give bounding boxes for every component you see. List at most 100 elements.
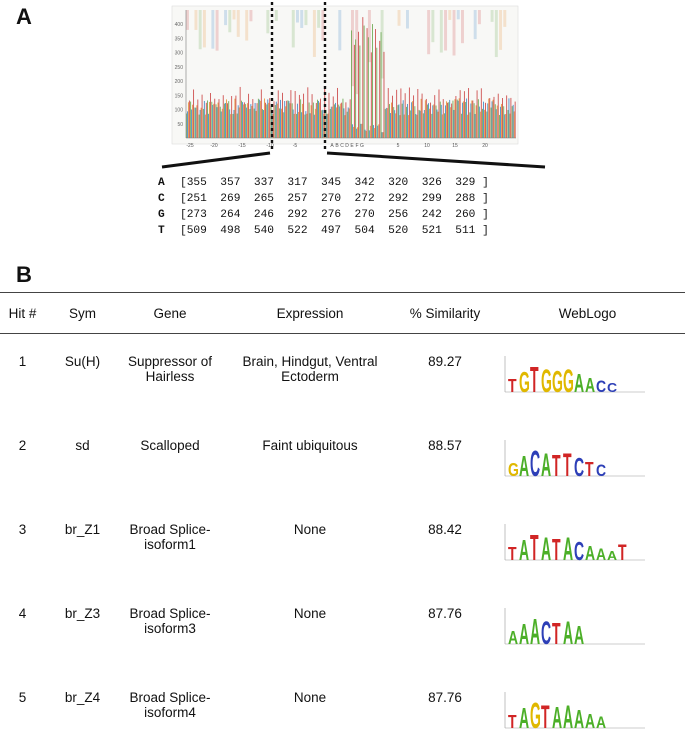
chart-bar [393,107,395,138]
background-bar [274,10,278,21]
chart-bar [431,113,433,138]
chart-bar [411,102,413,138]
chart-bar [421,93,423,138]
chart-bar [440,104,442,138]
chart-bar [373,125,374,138]
chart-bar [369,125,371,138]
background-bar [456,10,460,20]
chart-bar [340,103,342,138]
logo-letter: T [530,359,539,398]
chart-bar [280,99,281,138]
chart-bar [309,113,311,138]
x-tick-label: E [350,143,354,149]
chart-bar [476,90,478,138]
chart-bar [209,101,210,138]
chart-bar [243,102,245,138]
chart-bar [487,103,489,138]
chart-bar [451,103,453,138]
logo-letter: T [508,712,517,732]
chart-bar [391,102,392,138]
chart-bar [404,93,406,138]
chart-bar [283,112,285,138]
chart-bar [499,114,500,138]
chart-bar [233,109,235,138]
logo-letter: G [563,363,574,398]
background-bar [494,10,498,58]
chart-bar [374,128,375,138]
chart-bar [427,104,428,138]
chart-bar [323,113,325,138]
logo-letter: T [552,533,561,566]
matrix-row-c: C [251 269 265 257 270 272 292 299 288 ] [158,191,489,207]
chart-bar [415,114,417,138]
chart-bar [364,129,366,138]
chart-bar [289,103,291,138]
x-tick-label: -5 [293,143,298,149]
chart-bar [458,98,460,138]
logo-letter: T [508,544,517,564]
chart-bar [459,90,461,138]
chart-bar [315,103,317,138]
background-bar [477,10,481,25]
background-bar [245,10,249,41]
chart-bar [435,105,437,138]
chart-bar [306,113,308,138]
chart-bar [370,52,372,138]
chart-bar [314,108,316,138]
x-tick-label: -25 [186,143,193,149]
header-expression: Expression [220,292,400,334]
chart-bar [466,98,468,138]
chart-bar [433,104,435,138]
chart-bar [339,106,341,138]
header-hit: Hit # [0,292,45,334]
chart-bar [382,132,384,138]
chart-bar [348,108,350,138]
chart-bar [220,111,222,138]
x-tick-label: -15 [238,143,245,149]
chart-bar [319,102,320,138]
gene-name: Broad Splice-isoform3 [129,606,211,636]
chart-bar [368,130,370,138]
chart-bar [401,103,403,138]
chart-bar [266,104,268,138]
logo-letter: T [585,457,594,480]
chart-bar [194,107,196,138]
chart-bar [461,113,462,138]
chart-bar [186,113,187,138]
chart-bar [484,109,485,138]
chart-bar [428,103,429,138]
chart-bar [379,40,381,138]
chart-bar [423,109,425,138]
logo-letter: T [508,376,517,396]
symbol: Su(H) [64,354,101,369]
background-bar [202,10,206,48]
chart-bar [478,106,480,138]
logo-letter: C [596,378,606,396]
chart-bar [304,114,306,138]
chart-bar [455,95,457,138]
chart-bar [357,127,359,138]
chart-bar [218,99,220,138]
logo-letter: A [530,611,540,650]
chart-bar [492,99,494,138]
background-bar [304,10,308,26]
chart-bar [235,95,237,138]
chart-bar [406,106,407,138]
chart-bar [448,102,450,138]
chart-bar [342,98,344,138]
chart-bar [253,108,255,138]
expression: None [293,690,327,705]
chart-bar [485,102,486,138]
chart-bar [186,111,188,138]
chart-bar [472,100,474,138]
header-sym: Sym [45,292,120,334]
chart-bar [247,103,249,138]
background-bar [444,10,448,51]
background-bars [186,10,507,95]
chart-bar [385,107,387,138]
logo-letter: A [552,701,562,734]
background-bar [427,10,431,55]
